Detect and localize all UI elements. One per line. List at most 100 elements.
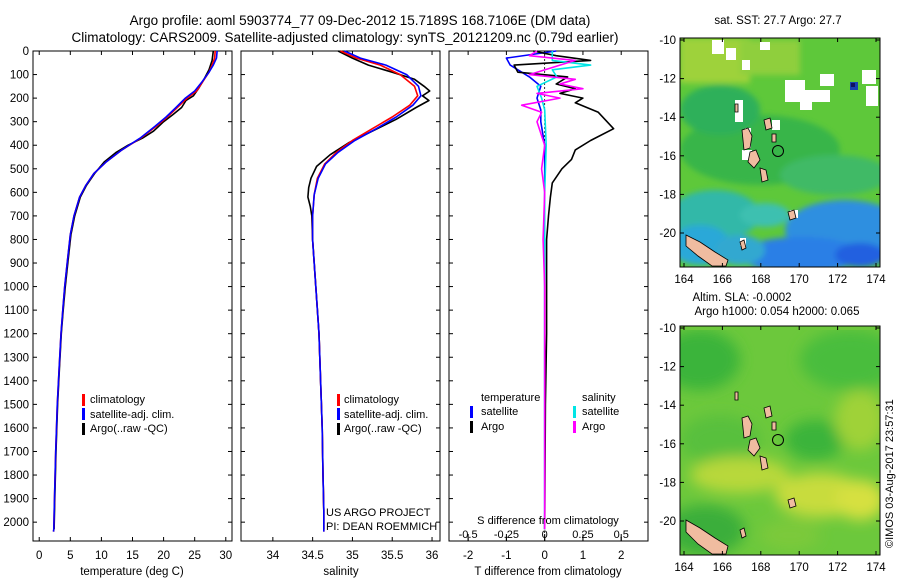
map-y-tick-label: -10 — [659, 35, 676, 47]
legend-climatology-swatch — [82, 394, 85, 406]
x-tick-label: -1 — [501, 550, 511, 562]
map-x-tick-label: 168 — [751, 274, 770, 286]
map-y-tick-label: -10 — [659, 323, 676, 335]
map-x-tick-label: 164 — [674, 562, 694, 574]
legend-satellite-swatch — [82, 408, 85, 420]
x-tick-label: 0.25 — [572, 529, 593, 541]
map-y-tick-label: -18 — [659, 189, 676, 201]
sla-map-axes: 164 166 168 170 172 174 -10 -12 -14 -16 -18 -20 — [659, 323, 886, 574]
sal-climatology-line — [311, 50, 419, 532]
map-x-tick-label: 172 — [828, 562, 847, 574]
temperature-x-axis: 0 5 10 15 20 25 30 — [36, 51, 232, 562]
depth-tick-label: 1300 — [3, 352, 29, 364]
depth-tick-label: 400 — [10, 140, 29, 152]
legend-satellite-label: satellite-adj. clim. — [344, 409, 428, 421]
legend-argo-label: Argo(..raw -QC) — [90, 423, 168, 435]
map-x-tick-label: 170 — [790, 274, 809, 286]
float-position-marker — [772, 145, 784, 157]
map-y-tick-label: -12 — [659, 362, 676, 374]
x-tick-label: 0.5 — [614, 529, 629, 541]
legend-salinity-title: salinity — [582, 392, 616, 404]
map-y-tick-label: -20 — [659, 228, 676, 240]
x-tick-label: 5 — [67, 550, 73, 562]
depth-tick-label: 1900 — [3, 494, 29, 506]
x-tick-label: 36 — [426, 550, 439, 562]
depth-tick-label: 1100 — [4, 305, 29, 317]
legend-argo-swatch — [337, 423, 340, 435]
sla-map-frame — [679, 325, 881, 556]
depth-tick-label: 1000 — [3, 282, 29, 294]
depth-axis: 0 100 200 300 400 500 600 700 800 900 1000 1100 1200… — [3, 46, 232, 529]
salinity-axes-box — [240, 50, 441, 542]
map-x-tick-label: 170 — [790, 562, 809, 574]
salinity-xlabel: salinity — [323, 566, 358, 578]
temperature-axes-box — [32, 50, 233, 542]
legend-t-satellite-swatch — [470, 406, 473, 418]
map-x-tick-label: 174 — [866, 562, 886, 574]
legend-s-satellite-label: satellite — [582, 406, 619, 418]
legend-t-argo-swatch — [470, 421, 473, 433]
sst-map-frame — [679, 37, 881, 268]
difference-depth-ticks — [449, 50, 648, 523]
legend-s-argo-label: Argo — [582, 421, 605, 433]
x-tick-label: 20 — [157, 550, 170, 562]
temp-climatology-line — [52, 50, 216, 532]
salinity-series — [307, 50, 431, 532]
x-tick-label: 35.5 — [381, 550, 403, 562]
x-tick-label: -2 — [463, 550, 473, 562]
temp-satellite-line — [52, 50, 218, 532]
map-x-tick-label: 166 — [713, 562, 732, 574]
sla-caption-line1: Altim. SLA: -0.0002 — [692, 292, 791, 304]
depth-tick-label: 600 — [10, 187, 29, 199]
float-position-marker — [772, 434, 784, 446]
legend-t-argo-label: Argo — [481, 421, 504, 433]
x-tick-label: 10 — [95, 550, 108, 562]
map-x-tick-label: 172 — [828, 274, 847, 286]
s-difference-label: S difference from climatology — [477, 515, 619, 527]
figure-title-line2: Climatology: CARS2009. Satellite-adjuste… — [71, 30, 618, 45]
difference-axes-box — [448, 50, 649, 542]
map-x-tick-label: 164 — [674, 274, 694, 286]
depth-tick-label: 1500 — [3, 399, 29, 411]
map-y-tick-label: -20 — [659, 516, 676, 528]
salinity-x-axis: 34 34.5 35 35.5 36 — [266, 51, 438, 562]
salinity-depth-ticks — [241, 50, 440, 523]
x-tick-label: -0.5 — [459, 529, 478, 541]
temperature-legend: climatology satellite-adj. clim. Argo(..… — [82, 394, 174, 435]
depth-tick-label: 100 — [10, 70, 29, 82]
depth-tick-label: 900 — [10, 258, 29, 270]
depth-tick-label: 2000 — [3, 517, 29, 529]
map-x-tick-label: 166 — [713, 274, 732, 286]
depth-tick-label: 1700 — [3, 446, 29, 458]
sst-map-caption: sat. SST: 27.7 Argo: 27.7 — [714, 15, 841, 27]
diff-line-0 — [505, 50, 557, 530]
x-tick-label: 0 — [36, 550, 42, 562]
sst-map-axes: 164 166 168 170 172 174 -10 -12 -14 -16 -18 -20 — [659, 35, 886, 286]
x-tick-label: 34 — [266, 550, 279, 562]
diff-line-3 — [520, 50, 584, 530]
map-y-tick-label: -14 — [659, 112, 676, 124]
depth-tick-label: 300 — [10, 117, 29, 129]
salinity-panel: 34 34.5 35 35.5 36 salinity climatology sate… — [240, 50, 441, 578]
legend-temperature-title: temperature — [481, 392, 540, 404]
depth-tick-label: 1600 — [3, 423, 29, 435]
depth-tick-label: 200 — [10, 93, 29, 105]
legend-climatology-label: climatology — [90, 394, 146, 406]
map-x-tick-label: 168 — [751, 562, 770, 574]
legend-satellite-label: satellite-adj. clim. — [90, 409, 174, 421]
depth-tick-label: 1200 — [3, 329, 29, 341]
legend-s-satellite-swatch — [573, 406, 576, 418]
difference-series — [505, 50, 615, 541]
pi-label: PI: DEAN ROEMMICH — [326, 521, 437, 533]
sst-map: sat. SST: 27.7 Argo: 27.7 — [659, 15, 886, 286]
project-label: US ARGO PROJECT — [326, 507, 431, 519]
depth-tick-label: 500 — [10, 164, 29, 176]
imos-timestamp: ©IMOS 03-Aug-2017 23:57:31 — [884, 399, 896, 548]
depth-tick-label: 1800 — [3, 470, 29, 482]
x-tick-label: 2 — [618, 550, 624, 562]
x-tick-label: 15 — [126, 550, 139, 562]
difference-legend: temperature satellite Argo salinity sate… — [470, 392, 619, 433]
